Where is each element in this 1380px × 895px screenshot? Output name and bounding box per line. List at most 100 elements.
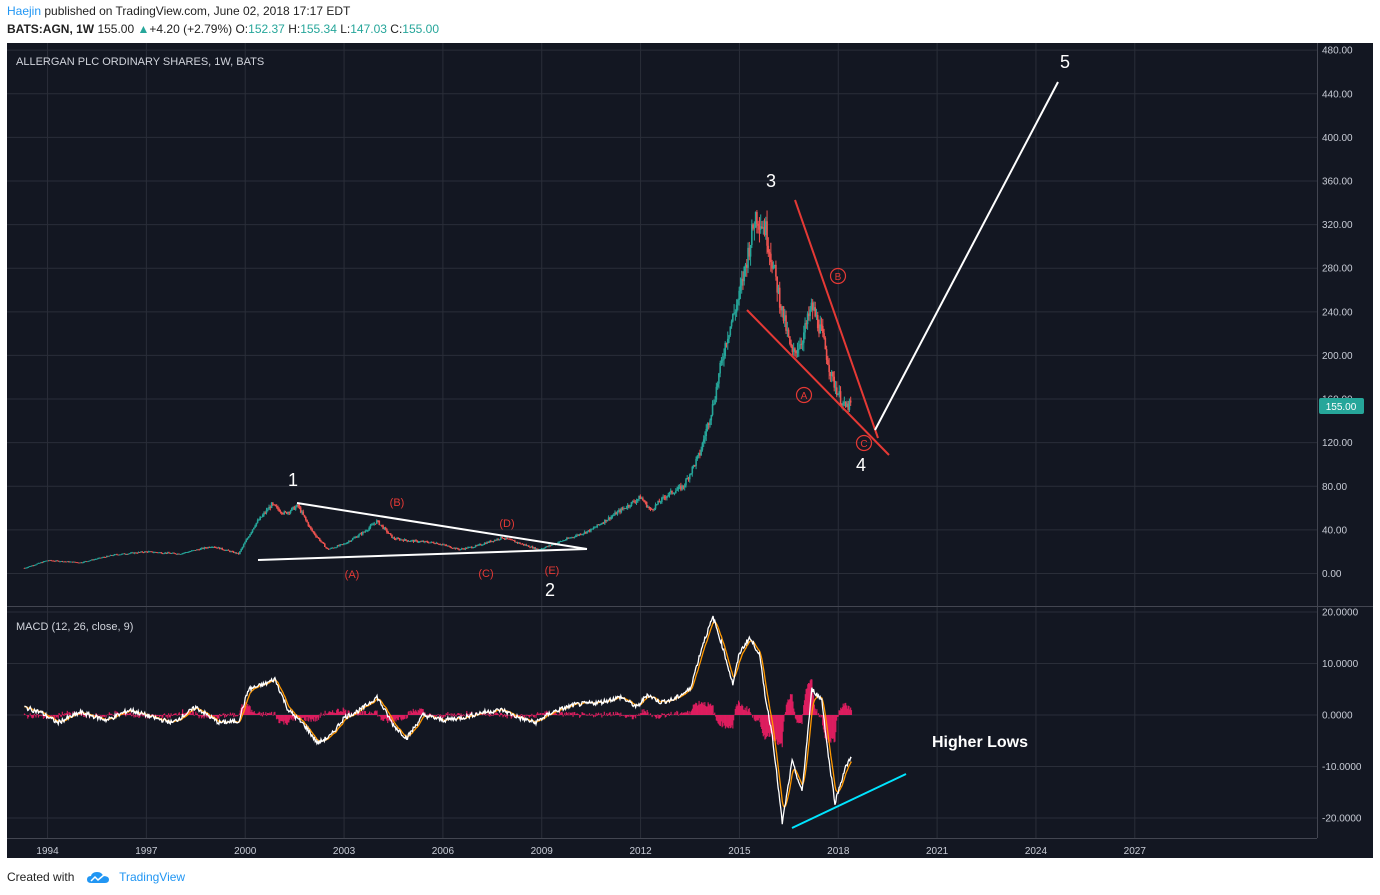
candle-62 <box>102 556 104 558</box>
candle-146 <box>208 546 211 548</box>
subwave-e-label: (E) <box>545 565 560 577</box>
candle-499 <box>656 504 658 506</box>
candle-137 <box>197 549 199 551</box>
candle-289 <box>389 533 392 536</box>
candle-473 <box>623 506 625 511</box>
candle-477 <box>628 504 630 509</box>
candle-468 <box>616 510 619 516</box>
candle-375 <box>498 539 501 541</box>
candle-77 <box>121 553 123 555</box>
wave-4-label: 4 <box>856 455 866 475</box>
candle-292 <box>393 536 396 540</box>
candle-144 <box>206 547 208 549</box>
candle-547 <box>716 381 719 390</box>
candle-490 <box>644 500 647 505</box>
circled-c-marker: C <box>855 434 873 452</box>
candle-154 <box>218 547 221 550</box>
candle-285 <box>384 526 387 531</box>
candle-520 <box>682 485 685 490</box>
candle-600 <box>783 308 786 328</box>
candle-82 <box>127 553 130 555</box>
tradingview-link[interactable]: TradingView <box>119 870 186 884</box>
candle-327 <box>438 543 440 545</box>
triangle-lower-line[interactable] <box>257 548 588 561</box>
candle-200 <box>277 505 279 511</box>
author-link[interactable]: Haejin <box>7 4 42 18</box>
candle-34 <box>66 561 69 563</box>
symbol-label: BATS:AGN, 1W <box>7 22 95 36</box>
candle-324 <box>434 542 436 545</box>
candle-99 <box>149 551 151 553</box>
candle-305 <box>410 540 412 543</box>
candle-428 <box>566 536 568 541</box>
candle-482 <box>634 499 637 504</box>
candle-235 <box>321 541 324 544</box>
candle-278 <box>375 519 378 525</box>
candle-193 <box>268 504 270 510</box>
x-tick-2015: 2015 <box>728 846 751 857</box>
triangle-drawing[interactable] <box>257 502 588 561</box>
candle-597 <box>780 304 782 317</box>
candle-213 <box>293 505 296 510</box>
candle-460 <box>606 519 609 522</box>
candle-352 <box>469 546 472 548</box>
candle-640 <box>834 380 837 395</box>
candle-150 <box>213 546 216 548</box>
candle-212 <box>292 506 294 510</box>
candle-451 <box>595 526 597 528</box>
triangle-upper-line[interactable] <box>296 502 588 550</box>
candle-593 <box>775 260 777 281</box>
circled-c-label: C <box>860 439 867 450</box>
candle-449 <box>592 526 595 530</box>
candle-630 <box>822 318 824 338</box>
candle-385 <box>511 539 514 541</box>
candle-461 <box>607 515 610 521</box>
candle-534 <box>700 446 702 457</box>
candle-398 <box>528 545 530 547</box>
candle-604 <box>789 336 791 346</box>
candle-453 <box>597 524 600 526</box>
candle-92 <box>140 551 142 553</box>
candle-110 <box>163 553 165 555</box>
candle-26 <box>56 560 59 562</box>
candle-167 <box>235 552 237 555</box>
candle-142 <box>203 546 206 550</box>
candle-312 <box>419 541 421 543</box>
wedge-upper-line[interactable] <box>794 199 879 439</box>
candle-325 <box>435 541 438 545</box>
candle-249 <box>339 544 341 547</box>
last-price: 155.00 <box>97 22 135 36</box>
candle-208 <box>287 511 289 516</box>
candle-63 <box>103 556 106 558</box>
y-tick-3: 120.00 <box>1322 438 1353 449</box>
candle-293 <box>394 538 397 541</box>
candle-216 <box>297 503 299 509</box>
candle-67 <box>108 555 111 557</box>
wedge-lower-line[interactable] <box>746 309 890 456</box>
candle-459 <box>605 519 607 523</box>
candle-485 <box>638 495 640 502</box>
macd-support-line[interactable] <box>791 773 907 829</box>
candle-366 <box>487 541 490 543</box>
candle-187 <box>260 516 263 518</box>
candle-4 <box>28 566 31 568</box>
candle-185 <box>258 518 260 521</box>
candle-394 <box>522 543 525 546</box>
candle-571 <box>747 242 749 274</box>
candle-495 <box>650 507 653 510</box>
higher-lows-label: Higher Lows <box>932 734 1028 751</box>
candle-262 <box>355 536 358 538</box>
wave-5-projection-line[interactable] <box>874 81 1059 431</box>
candle-135 <box>194 550 197 551</box>
candle-176 <box>246 537 249 541</box>
grid-lines <box>7 43 1317 838</box>
candle-122 <box>178 553 180 555</box>
candle-469 <box>617 508 620 513</box>
candle-95 <box>144 551 146 553</box>
wedge-drawing[interactable] <box>746 199 890 456</box>
candle-316 <box>424 540 426 544</box>
candle-457 <box>602 521 605 524</box>
candle-632 <box>824 336 827 350</box>
candle-338 <box>451 547 454 549</box>
